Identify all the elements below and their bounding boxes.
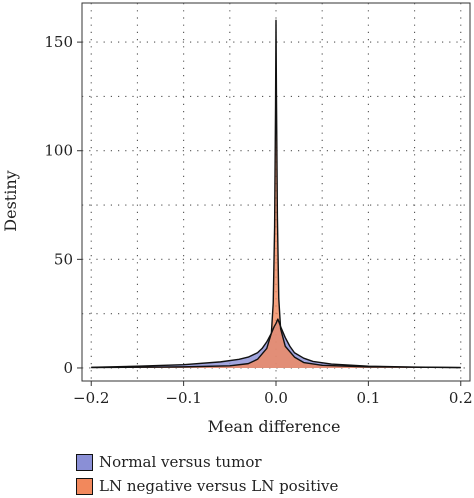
x-tick-label: −0.2 (73, 389, 109, 407)
y-tick-label: 100 (44, 142, 73, 160)
legend-item-ln-negative-vs-positive: LN negative versus LN positive (76, 474, 338, 498)
x-tick-label: 0.0 (264, 389, 288, 407)
density-area-normal-vs-tumor-outline (91, 318, 461, 369)
legend-item-normal-vs-tumor: Normal versus tumor (76, 450, 338, 474)
legend-swatch-orange (76, 477, 93, 495)
density-area-ln-negative-vs-positive-outline (91, 19, 461, 369)
axes: −0.2 −0.1 0.0 0.1 0.2 0 50 100 150 (44, 33, 472, 407)
legend: Normal versus tumor LN negative versus L… (76, 450, 338, 498)
density-areas (91, 19, 461, 369)
legend-label: Normal versus tumor (99, 453, 262, 471)
y-axis-title: Destiny (1, 170, 20, 231)
x-axis-title: Mean difference (208, 417, 341, 436)
density-area-ln-negative-vs-positive (91, 20, 461, 368)
x-tick-label: 0.2 (449, 389, 473, 407)
x-tick-label: 0.1 (356, 389, 380, 407)
y-tick-label: 0 (63, 359, 73, 377)
x-tick-label: −0.1 (165, 389, 201, 407)
legend-label: LN negative versus LN positive (99, 477, 339, 495)
y-tick-label: 50 (54, 250, 73, 268)
legend-swatch-blue (76, 453, 93, 471)
y-tick-label: 150 (44, 33, 73, 51)
